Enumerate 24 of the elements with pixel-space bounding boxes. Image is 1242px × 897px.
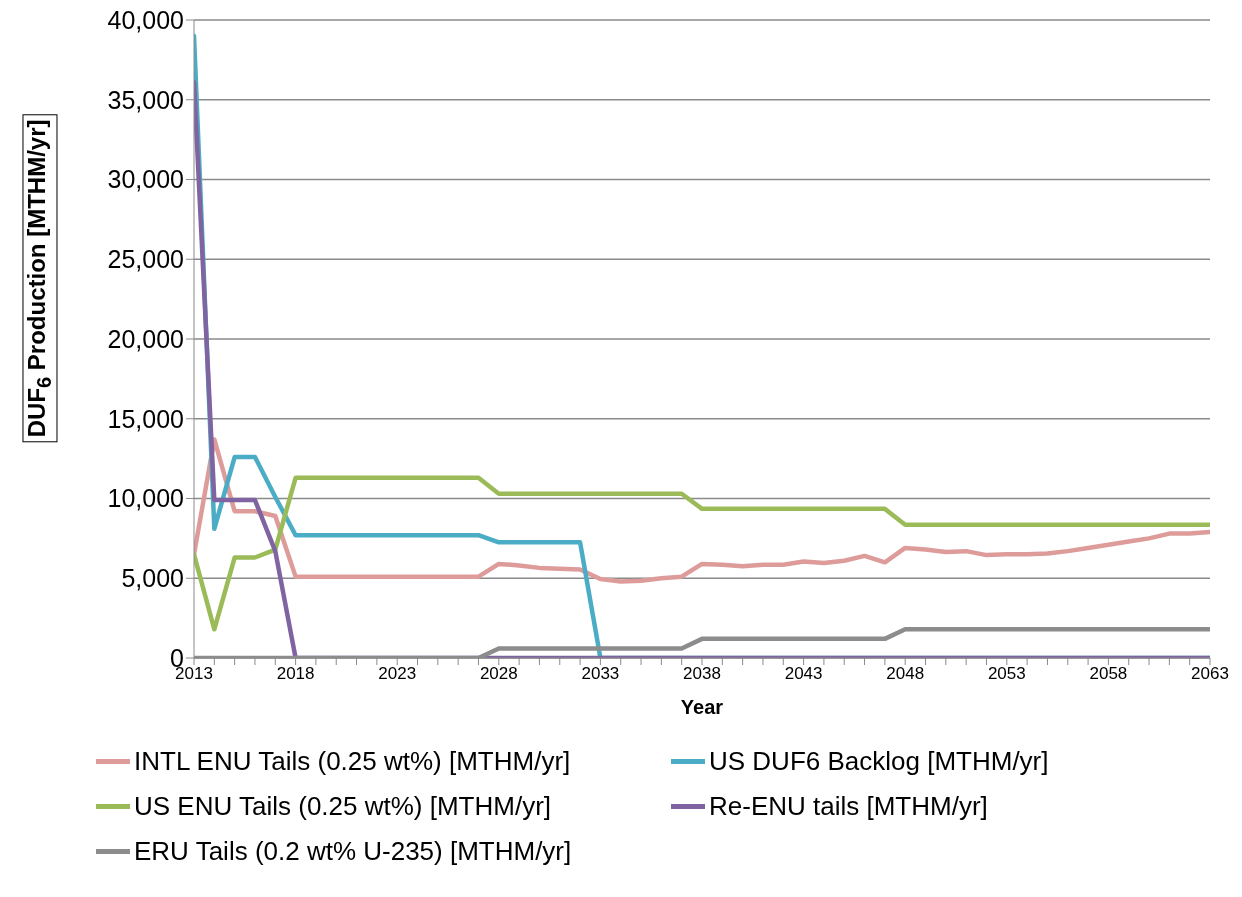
- y-tick-label: 25,000: [107, 245, 184, 274]
- legend-label: US DUF6 Backlog [MTHM/yr]: [709, 746, 1049, 777]
- x-tick-label: 2023: [378, 664, 417, 684]
- x-tick-label: 2033: [581, 664, 620, 684]
- y-tick-label: 10,000: [107, 484, 184, 513]
- x-axis-title: Year: [680, 696, 724, 718]
- y-tick-label: 5,000: [121, 564, 184, 593]
- legend-label: INTL ENU Tails (0.25 wt%) [MTHM/yr]: [134, 746, 571, 777]
- legend-label: US ENU Tails (0.25 wt%) [MTHM/yr]: [134, 791, 552, 822]
- x-tick-label: 2018: [276, 664, 315, 684]
- legend-label: ERU Tails (0.2 wt% U-235) [MTHM/yr]: [134, 836, 572, 867]
- legend-label: Re-ENU tails [MTHM/yr]: [709, 791, 988, 822]
- y-tick-label: 15,000: [107, 404, 184, 433]
- x-tick-label: 2043: [784, 664, 823, 684]
- y-tick-label: 40,000: [107, 5, 184, 34]
- x-tick-label: 2038: [683, 664, 721, 684]
- x-tick-label: 2028: [479, 664, 518, 684]
- y-tick-label: 35,000: [107, 85, 184, 114]
- x-tick-label: 2063: [1191, 664, 1229, 684]
- x-tick-label: 2048: [886, 664, 925, 684]
- x-tick-label: 2058: [1089, 664, 1128, 684]
- y-tick-label: 30,000: [107, 165, 184, 194]
- x-tick-label: 2053: [987, 664, 1026, 684]
- y-tick-label: 20,000: [107, 324, 184, 353]
